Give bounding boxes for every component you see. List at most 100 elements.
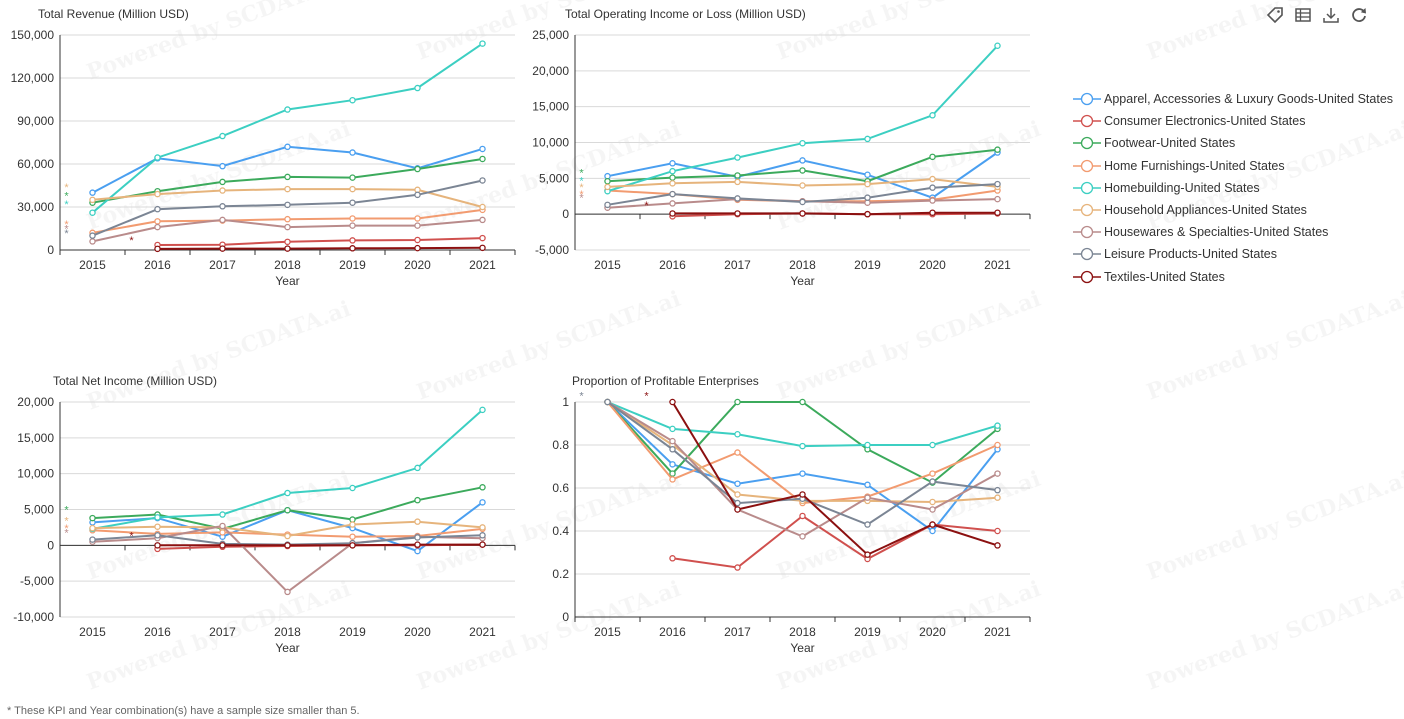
legend-item[interactable]: Consumer Electronics-United States — [1072, 110, 1393, 132]
data-point[interactable] — [669, 190, 676, 198]
data-point[interactable] — [479, 532, 486, 539]
data-point[interactable] — [864, 180, 871, 188]
data-point[interactable] — [154, 542, 161, 549]
data-point[interactable] — [929, 478, 936, 485]
data-point[interactable] — [929, 498, 936, 506]
data-point[interactable] — [89, 196, 96, 204]
data-point[interactable] — [284, 223, 291, 231]
data-point[interactable] — [89, 524, 96, 532]
data-point[interactable] — [479, 499, 486, 506]
legend-item[interactable]: Leisure Products-United States — [1072, 243, 1393, 265]
data-point[interactable] — [219, 178, 226, 186]
data-point[interactable] — [219, 522, 226, 530]
data-point[interactable] — [89, 514, 96, 522]
data-point[interactable] — [219, 132, 226, 140]
data-point[interactable] — [734, 178, 741, 186]
data-point[interactable] — [349, 484, 356, 492]
data-point[interactable] — [669, 398, 676, 406]
data-point[interactable] — [929, 197, 936, 204]
legend-item[interactable]: Textiles-United States — [1072, 266, 1393, 288]
data-point[interactable] — [734, 480, 741, 487]
data-point[interactable] — [604, 201, 611, 209]
legend-item[interactable]: Footwear-United States — [1072, 132, 1393, 154]
data-point[interactable] — [669, 180, 676, 187]
data-point[interactable] — [349, 96, 356, 104]
data-point[interactable] — [864, 521, 871, 528]
data-point[interactable] — [154, 245, 161, 253]
data-point[interactable] — [669, 437, 676, 445]
data-point[interactable] — [669, 160, 676, 167]
data-point[interactable] — [799, 398, 806, 406]
data-point[interactable] — [89, 238, 96, 245]
legend-item[interactable]: Apparel, Accessories & Luxury Goods-Unit… — [1072, 88, 1393, 110]
data-point[interactable] — [994, 494, 1001, 501]
data-point[interactable] — [734, 195, 741, 202]
data-point[interactable] — [604, 177, 611, 185]
data-point[interactable] — [669, 210, 676, 217]
data-point[interactable] — [154, 514, 161, 521]
data-point[interactable] — [414, 541, 421, 548]
data-point[interactable] — [994, 209, 1001, 216]
data-point[interactable] — [669, 476, 676, 483]
table-view-icon[interactable] — [1294, 6, 1312, 24]
data-point[interactable] — [219, 542, 226, 549]
data-point[interactable] — [414, 215, 421, 222]
data-point[interactable] — [929, 506, 936, 513]
data-point[interactable] — [669, 425, 676, 433]
data-point[interactable] — [799, 167, 806, 174]
data-point[interactable] — [349, 199, 356, 206]
data-point[interactable] — [669, 470, 676, 477]
data-point[interactable] — [734, 398, 741, 406]
data-point[interactable] — [479, 541, 486, 548]
data-point[interactable] — [479, 155, 486, 163]
data-point[interactable] — [89, 209, 96, 216]
data-point[interactable] — [929, 209, 936, 216]
data-point[interactable] — [414, 534, 421, 541]
data-point[interactable] — [284, 542, 291, 549]
legend-item[interactable]: Homebuilding-United States — [1072, 177, 1393, 199]
data-point[interactable] — [479, 203, 486, 211]
data-point[interactable] — [479, 524, 486, 531]
data-point[interactable] — [349, 237, 356, 244]
data-point[interactable] — [864, 494, 871, 501]
data-point[interactable] — [734, 172, 741, 179]
data-point[interactable] — [994, 422, 1001, 429]
data-point[interactable] — [349, 222, 356, 229]
data-point[interactable] — [414, 496, 421, 504]
data-point[interactable] — [479, 145, 486, 153]
data-point[interactable] — [349, 542, 356, 549]
data-point[interactable] — [864, 135, 871, 143]
data-point[interactable] — [929, 153, 936, 161]
data-point[interactable] — [929, 521, 936, 528]
data-point[interactable] — [994, 486, 1001, 494]
data-point[interactable] — [219, 162, 226, 170]
data-point[interactable] — [994, 527, 1001, 535]
data-point[interactable] — [864, 171, 871, 178]
data-point[interactable] — [734, 491, 741, 498]
data-point[interactable] — [734, 154, 741, 161]
data-point[interactable] — [89, 536, 96, 543]
tag-icon[interactable] — [1266, 6, 1284, 24]
data-point[interactable] — [929, 184, 936, 191]
data-point[interactable] — [669, 174, 676, 181]
data-point[interactable] — [479, 177, 486, 184]
data-point[interactable] — [994, 542, 1001, 549]
data-point[interactable] — [284, 143, 291, 151]
data-point[interactable] — [604, 183, 611, 191]
data-point[interactable] — [284, 588, 291, 596]
data-point[interactable] — [929, 441, 936, 449]
refresh-icon[interactable] — [1350, 6, 1368, 24]
data-point[interactable] — [734, 564, 741, 571]
data-point[interactable] — [799, 182, 806, 189]
data-point[interactable] — [284, 489, 291, 497]
data-point[interactable] — [479, 244, 486, 252]
data-point[interactable] — [284, 185, 291, 193]
data-point[interactable] — [929, 470, 936, 477]
data-point[interactable] — [479, 216, 486, 224]
data-point[interactable] — [154, 532, 161, 539]
data-point[interactable] — [479, 40, 486, 47]
data-point[interactable] — [284, 238, 291, 246]
data-point[interactable] — [154, 218, 161, 225]
data-point[interactable] — [414, 244, 421, 252]
data-point[interactable] — [284, 173, 291, 181]
